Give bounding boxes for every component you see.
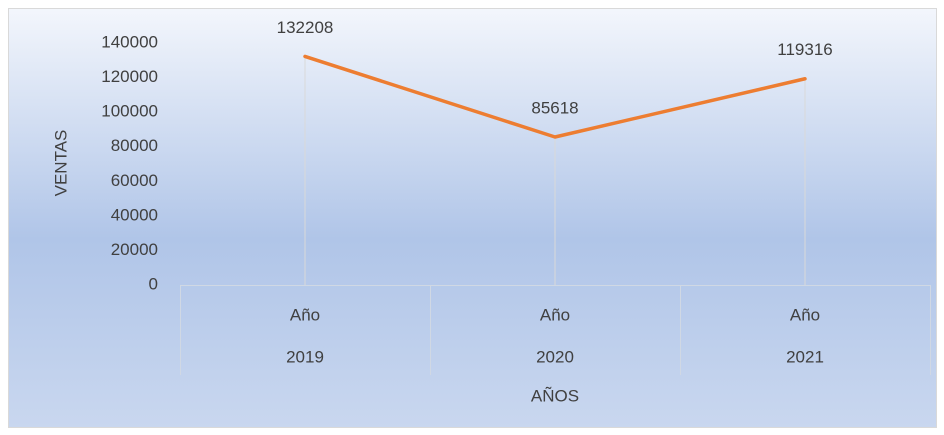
y-tick-label: 140000 xyxy=(101,32,158,51)
y-tick-label: 0 xyxy=(149,274,158,293)
data-label: 119316 xyxy=(777,40,832,59)
line xyxy=(303,54,807,139)
x-tick-label: 2020 xyxy=(536,347,574,366)
x-tick-label: 2019 xyxy=(286,347,324,366)
x-tick-label: Año xyxy=(290,305,320,324)
y-tick-label: 40000 xyxy=(111,205,158,224)
y-tick-label: 20000 xyxy=(111,240,158,259)
x-tick-label: Año xyxy=(790,305,820,324)
y-tick-label: 120000 xyxy=(101,67,158,86)
data-label: 85618 xyxy=(531,98,578,117)
x-tick-label: 2021 xyxy=(786,347,824,366)
data-label: 132208 xyxy=(277,18,334,37)
y-tick-label: 80000 xyxy=(111,136,158,155)
x-axis-title: AÑOS xyxy=(531,386,579,405)
y-tick-label: 100000 xyxy=(101,102,158,121)
y-axis-title: VENTAS xyxy=(51,130,70,197)
y-tick-label: 60000 xyxy=(111,171,158,190)
x-tick-label: Año xyxy=(540,305,570,324)
chart-area xyxy=(8,8,937,428)
